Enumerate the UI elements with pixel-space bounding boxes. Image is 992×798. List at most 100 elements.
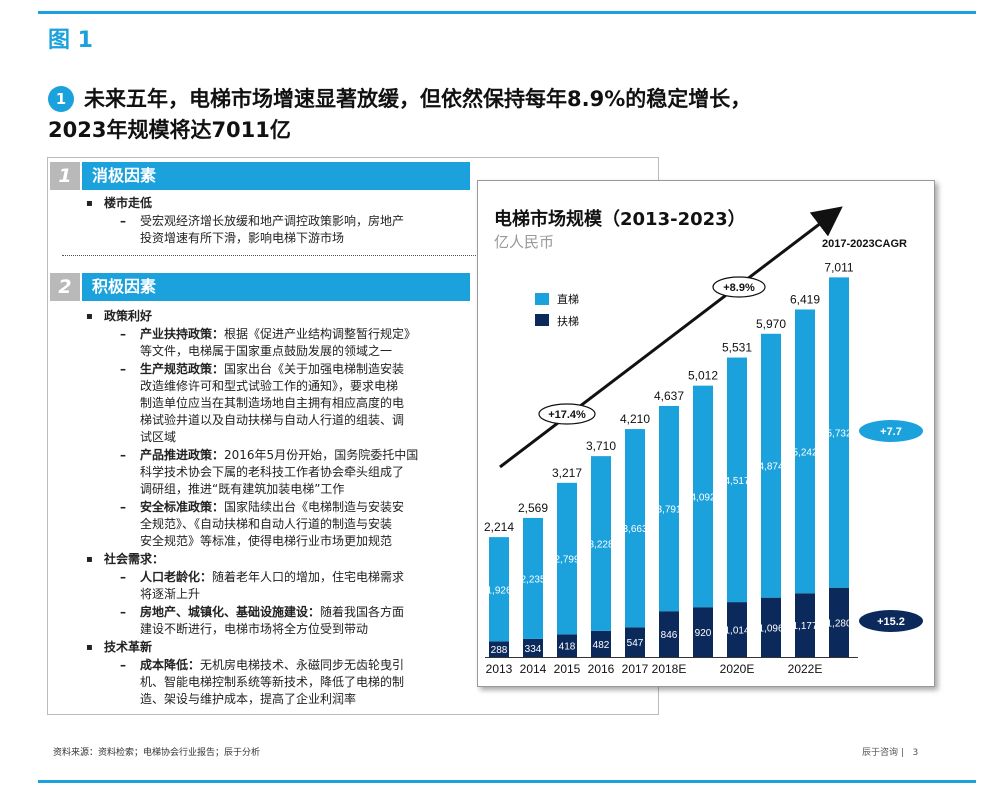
bar-total-label: 3,217 (552, 466, 582, 480)
bar-futi (693, 607, 713, 657)
x-tick-label: 2018E (652, 662, 687, 676)
bar-futi (727, 602, 747, 657)
cagr-early-ellipse (538, 403, 596, 425)
bar-total-label: 5,012 (688, 369, 718, 383)
bar-futi (829, 587, 849, 657)
bar-futi (557, 634, 577, 657)
bar-total-label: 5,531 (722, 341, 752, 355)
bar-futi (625, 627, 645, 657)
bar-total-label: 2,214 (484, 520, 514, 534)
bar-label-futi: 334 (525, 644, 542, 655)
tech-item-1: 成本降低：无机房电梯技术、永磁同步无齿轮曳引 (140, 658, 405, 672)
cagr-futi-label: +15.2 (877, 616, 905, 628)
bar-total-label: 3,710 (586, 439, 616, 453)
headline-line-2: 2023年规模将达7011亿 (48, 118, 291, 142)
footer-brand: 辰于咨询 | 3 (862, 748, 919, 758)
bar-label-futi: 920 (695, 628, 712, 639)
bullet-icon: ▪ (86, 554, 93, 565)
bar-label-zhiti: 2,235 (520, 574, 545, 585)
dotted-separator (62, 255, 516, 256)
bar-label-zhiti: 4,517 (724, 476, 749, 487)
policy-item-2-cont: 制造单位应当在其制造场地自主拥有相应高度的电 (140, 396, 405, 410)
bar-label-futi: 418 (559, 642, 576, 653)
x-tick-label: 2013 (486, 662, 513, 676)
legend-swatch-futi (535, 314, 549, 326)
negative-text: 投资增速有所下滑，影响电梯下游市场 (140, 231, 345, 245)
negative-heading: 楼市走低 (104, 196, 153, 210)
policy-item-4-cont: 安全规范》等标准，使得电梯行业市场更加规范 (140, 534, 393, 548)
cagr-late-label: +8.9% (723, 282, 755, 294)
bar-label-zhiti: 3,228 (588, 540, 613, 551)
bar-zhiti (829, 277, 849, 588)
x-tick-label: 2016 (588, 662, 615, 676)
bar-zhiti (761, 333, 781, 598)
policy-item-2-cont: 试区域 (140, 430, 177, 444)
social-item-1-cont: 将逐渐上升 (140, 587, 201, 601)
bar-total-label: 7,011 (824, 260, 853, 274)
bar-futi (523, 638, 543, 657)
bar-total-label: 5,970 (756, 317, 786, 331)
policy-item-2-cont: 改造维修许可和型式试验工作的通知》，要求电梯 (140, 379, 399, 393)
dash-icon: – (120, 448, 126, 462)
bar-total-label: 6,419 (790, 292, 820, 306)
bar-total-label: 4,210 (620, 412, 650, 426)
bullet-icon: ▪ (86, 311, 93, 322)
dash-icon: – (120, 214, 126, 228)
top-rule (38, 11, 976, 14)
figure-label: 图 1 (48, 28, 93, 53)
bar-futi (761, 597, 781, 657)
bar-total-label: 4,637 (654, 389, 684, 403)
policy-item-2: 生产规范政策：国家出台《关于加强电梯制造安装 (140, 362, 405, 376)
section-title: 消极因素 (82, 162, 470, 190)
x-tick-label: 2020E (720, 662, 755, 676)
bar-label-futi: 846 (661, 630, 678, 641)
x-tick-label: 2015 (554, 662, 581, 676)
bar-label-zhiti: 3,663 (622, 524, 647, 535)
bar-zhiti (557, 482, 577, 635)
bar-futi (489, 641, 509, 657)
bar-zhiti (625, 429, 645, 628)
x-tick-label: 2017 (622, 662, 649, 676)
chart-subtitle: 亿人民币 (494, 233, 555, 251)
social-heading: 社会需求： (104, 552, 165, 566)
policy-item-1: 产业扶持政策：根据《促进产业结构调整暂行规定》 (140, 327, 417, 341)
bullet-icon: ▪ (86, 198, 93, 209)
bar-total-label: 2,569 (518, 501, 548, 515)
social-item-2: 房地产、城镇化、基础设施建设：随着我国各方面 (140, 605, 405, 619)
cagr-zhiti-label: +7.7 (880, 426, 902, 438)
bar-futi (795, 593, 815, 657)
bar-label-zhiti: 4,092 (690, 492, 715, 503)
dash-icon: – (120, 605, 126, 619)
bar-label-futi: 288 (491, 645, 508, 656)
tech-heading: 技术革新 (104, 640, 153, 654)
policy-item-3: 产品推进政策：2016年5月份开始，国务院委托中国 (140, 448, 419, 462)
bottom-rule (38, 780, 976, 783)
bar-zhiti (795, 309, 815, 594)
social-item-1: 人口老龄化：随着老年人口的增加，住宅电梯需求 (140, 570, 405, 584)
cagr-late-ellipse (712, 276, 766, 298)
policy-heading: 政策利好 (104, 309, 153, 323)
bar-zhiti (659, 405, 679, 612)
bar-zhiti (693, 385, 713, 608)
bullet-icon: ▪ (86, 642, 93, 653)
bar-label-futi: 1,096 (758, 623, 783, 634)
bar-label-futi: 1,280 (826, 618, 851, 629)
policy-item-2-cont: 梯试验井道以及自动扶梯与自动人行道的组装、调 (140, 413, 405, 427)
policy-item-3-cont: 调研组，推进“既有建筑加装电梯”工作 (140, 482, 345, 496)
bar-label-zhiti: 1,926 (486, 585, 511, 596)
dash-icon: – (120, 570, 126, 584)
bar-label-zhiti: 3,791 (656, 505, 681, 516)
x-tick-label: 2014 (520, 662, 547, 676)
policy-item-4: 安全标准政策：国家陆续出台《电梯制造与安装安 (140, 500, 405, 514)
bar-zhiti (591, 456, 611, 631)
section-number: 2 (50, 273, 80, 301)
bar-label-futi: 1,177 (792, 621, 817, 632)
legend-label-futi: 扶梯 (557, 314, 579, 328)
tech-item-1-cont: 机、智能电梯控制系统等新技术，降低了电梯的制 (140, 675, 405, 689)
bar-zhiti (523, 517, 543, 639)
bar-label-zhiti: 2,799 (554, 555, 579, 566)
headline-number-badge: 1 (48, 86, 74, 112)
cagr-header: 2017-2023CAGR (822, 238, 907, 250)
dash-icon: – (120, 327, 126, 341)
headline: 1 未来五年，电梯市场增速显著放缓，但依然保持每年8.9%的稳定增长， 2023年… (48, 84, 948, 146)
